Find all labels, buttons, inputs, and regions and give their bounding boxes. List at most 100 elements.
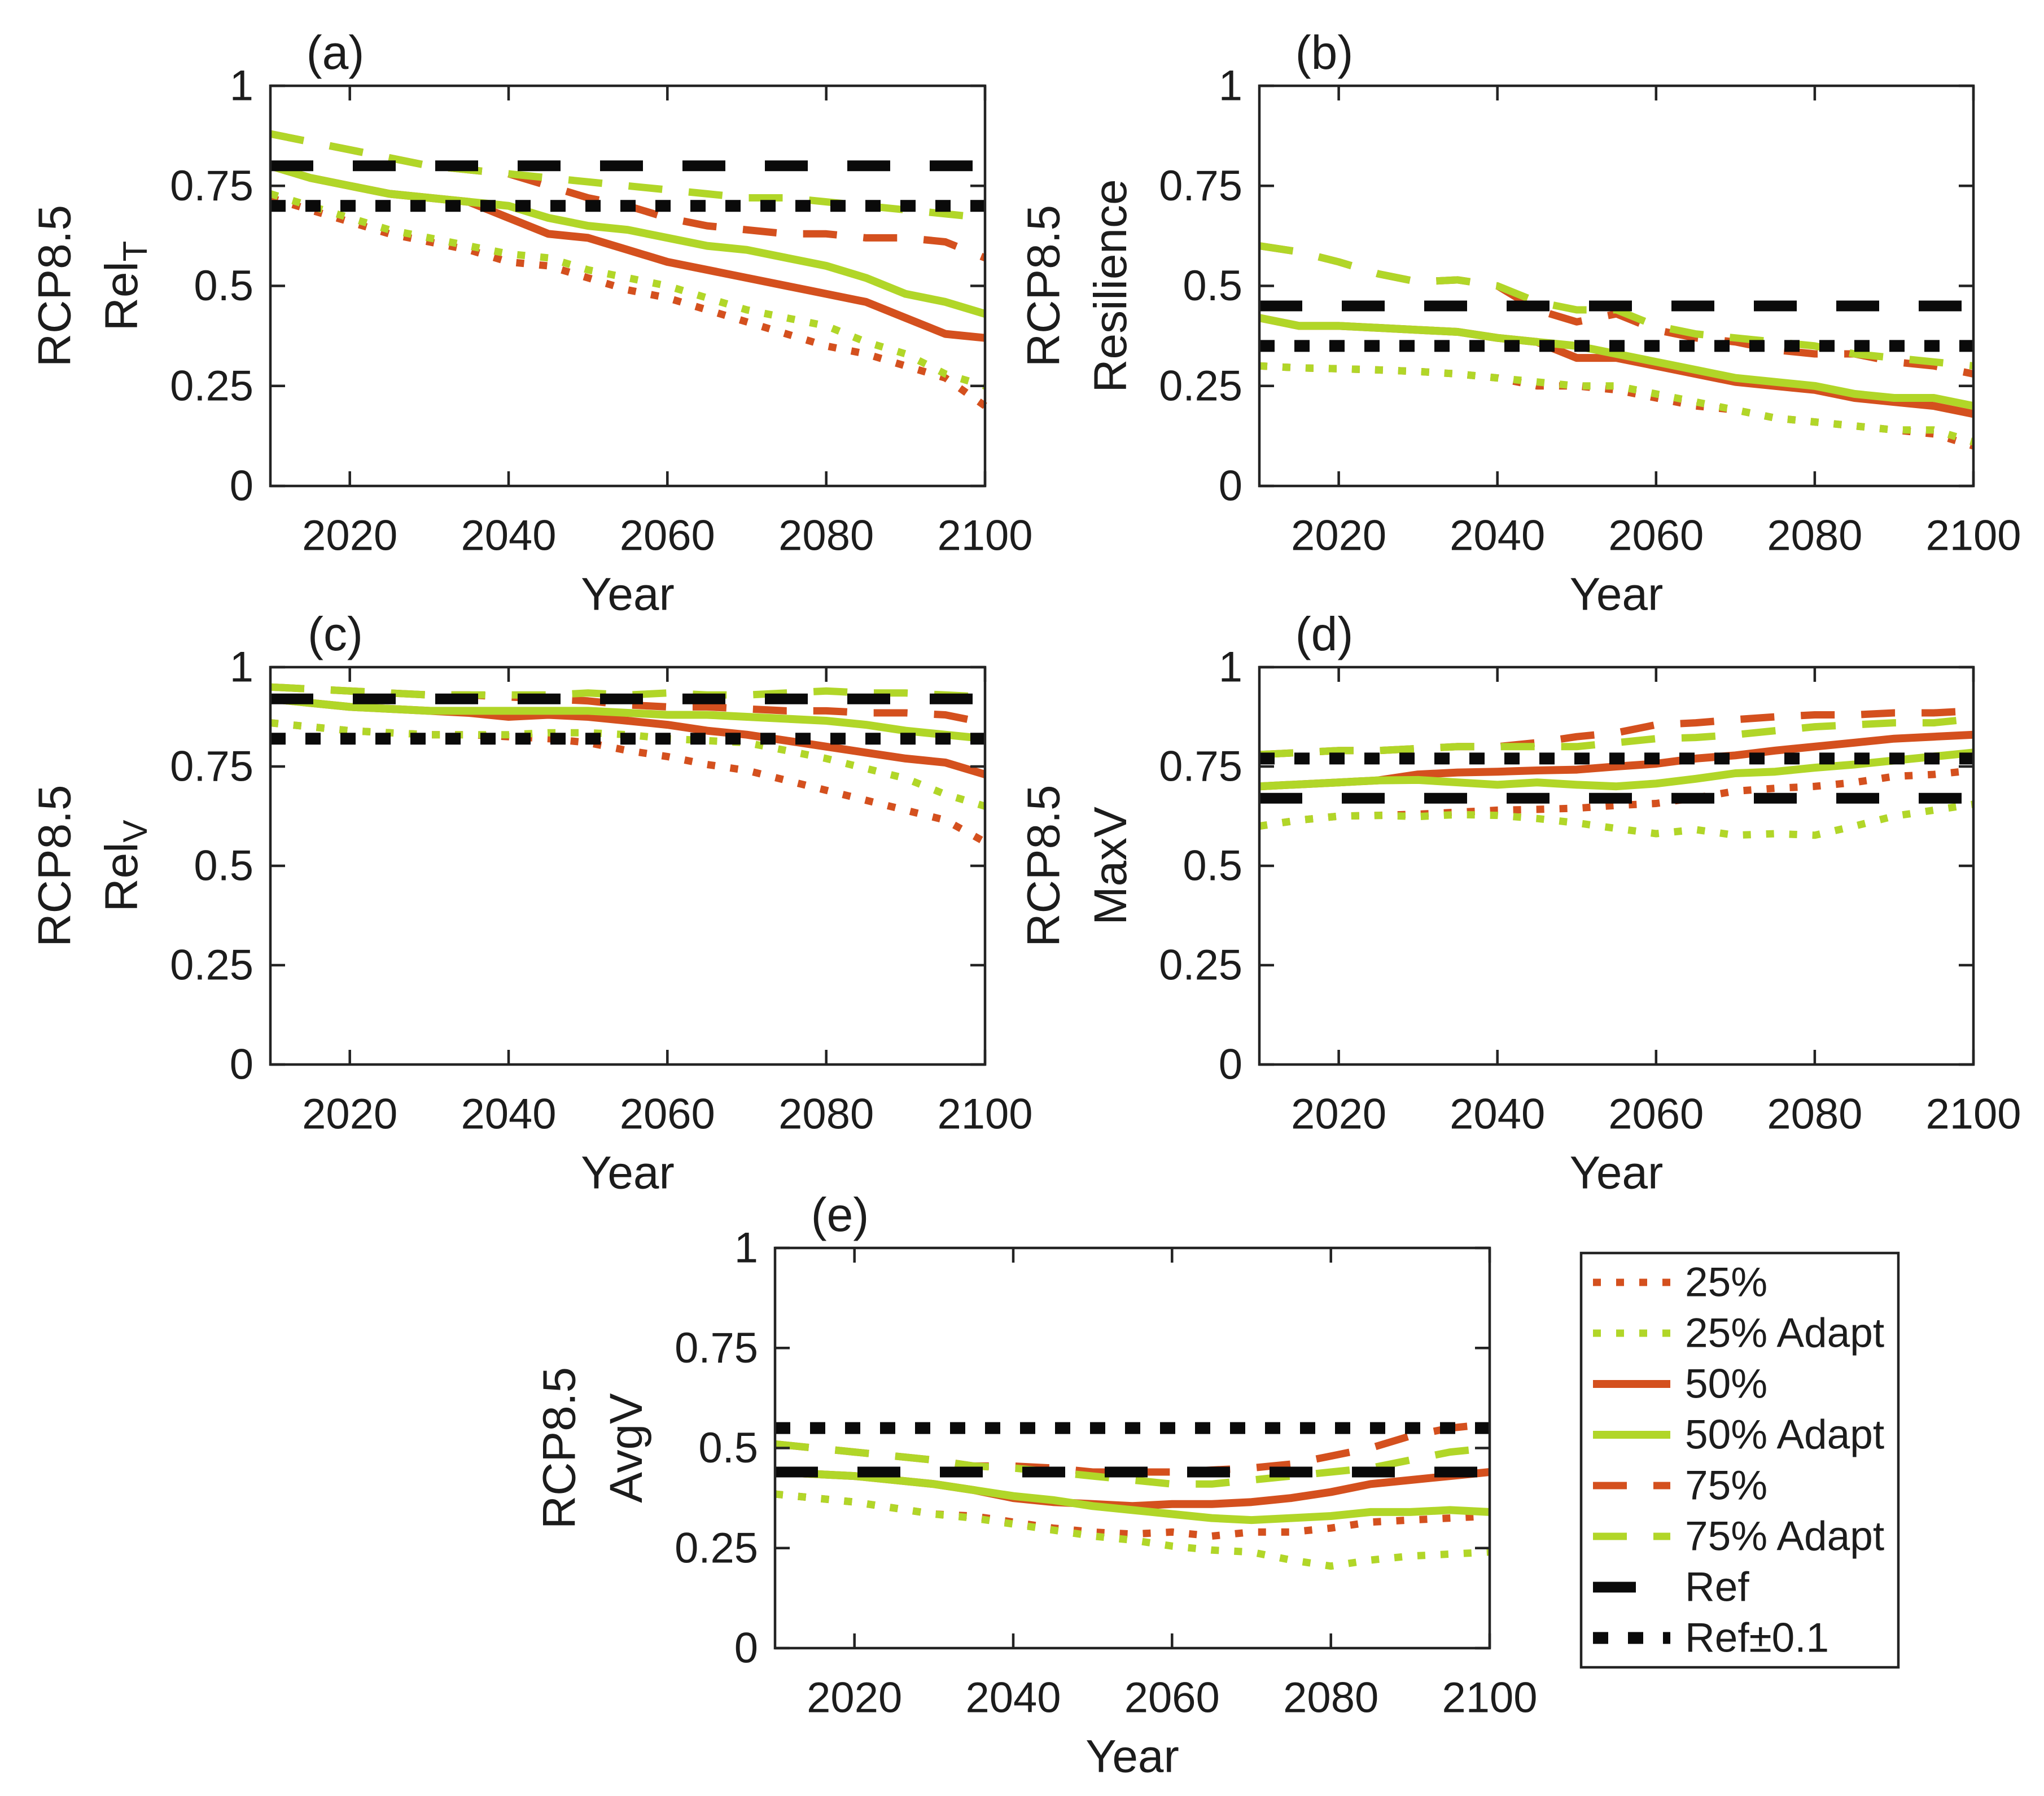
panel-e-ylabel-metric: AvgV <box>601 1393 652 1503</box>
panel-c-ytick-label-0.25: 0.25 <box>170 941 253 989</box>
panel-a-ytick-label-0.75: 0.75 <box>170 162 253 210</box>
panel-d-xtick-label-2080: 2080 <box>1767 1090 1862 1138</box>
panel-c-xtick-label-2080: 2080 <box>778 1090 874 1138</box>
panel-c-ytick-label-0: 0 <box>230 1041 253 1089</box>
panel-b-ytick-label-1: 1 <box>1219 62 1242 110</box>
legend-entry-75-adapt: 75% Adapt <box>1593 1514 1884 1560</box>
panel-d-title: (d) <box>1295 607 1354 660</box>
panel-e-xtick-label-2060: 2060 <box>1124 1674 1220 1722</box>
panel-c-xtick-label-2100: 2100 <box>937 1090 1032 1138</box>
panel-b-series-25-adapt <box>1259 362 1975 446</box>
panel-c-xlabel: Year <box>581 1147 675 1199</box>
legend-label-ref-0-1: Ref±0.1 <box>1685 1615 1829 1661</box>
panel-e-xlabel: Year <box>1086 1731 1179 1782</box>
panel-a-ytick-label-0.25: 0.25 <box>170 362 253 410</box>
panel-d-ylabel-metric: MaxV <box>1085 807 1136 925</box>
panel-e-ytick-label-0.75: 0.75 <box>675 1324 758 1372</box>
panel-b-ytick-label-0.25: 0.25 <box>1159 362 1242 410</box>
legend-label-50-adapt: 50% Adapt <box>1685 1412 1884 1458</box>
panel-e-ytick-label-1: 1 <box>734 1224 758 1272</box>
panel-b-xlabel: Year <box>1570 569 1664 620</box>
panel-c-xtick-label-2060: 2060 <box>620 1090 715 1138</box>
panel-b-ylabel-scenario: RCP8.5 <box>1018 205 1070 367</box>
panel-b-xtick-label-2020: 2020 <box>1291 512 1386 560</box>
panel-b-ytick-label-0.5: 0.5 <box>1183 262 1242 310</box>
panel-e-xtick-label-2100: 2100 <box>1442 1674 1537 1722</box>
panel-c: 2020 2040 2060 2080 2100 0 0.25 0.5 0.75 1 (c) Year… <box>29 607 1033 1199</box>
legend-label-75-adapt: 75% Adapt <box>1685 1514 1884 1560</box>
panel-e-ytick-label-0.25: 0.25 <box>675 1524 758 1572</box>
panel-d-ytick-label-0.25: 0.25 <box>1159 941 1242 989</box>
panel-b-xtick-label-2040: 2040 <box>1450 512 1545 560</box>
legend-label-ref: Ref <box>1685 1565 1749 1610</box>
panel-c-xtick-label-2020: 2020 <box>302 1090 397 1138</box>
legend: 25% 25% Adapt 50% 50% Adapt 75% 75% Adapt Ref R… <box>1579 1251 1900 1669</box>
panel-b-xtick-label-2060: 2060 <box>1608 512 1704 560</box>
legend-entry-25-adapt: 25% Adapt <box>1593 1311 1884 1356</box>
panel-e: 2020 2040 2060 2080 2100 0 0.25 0.5 0.75 1 (e) Year… <box>534 1188 1538 1782</box>
panel-a-xlabel: Year <box>581 569 675 620</box>
panel-a-ytick-label-0: 0 <box>230 462 253 510</box>
panel-e-xtick-label-2020: 2020 <box>807 1674 902 1722</box>
panel-b-title: (b) <box>1295 26 1354 79</box>
panel-b-xtick-label-2080: 2080 <box>1767 512 1862 560</box>
panel-a-series-50-adapt <box>269 162 987 318</box>
panel-d-ytick-label-0.75: 0.75 <box>1159 743 1242 791</box>
legend-entry-ref-0-1: Ref±0.1 <box>1593 1615 1829 1661</box>
panel-a-xtick-label-2080: 2080 <box>778 512 874 560</box>
panel-b-ylabel-metric: Resilience <box>1085 179 1136 392</box>
panel-a-series-75-adapt <box>269 130 986 222</box>
legend-entry-ref: Ref <box>1593 1565 1749 1610</box>
legend-entry-75: 75% <box>1593 1463 1767 1509</box>
panel-c-series-50-adapt <box>270 695 986 743</box>
panel-c-ytick-label-0.5: 0.5 <box>194 842 253 890</box>
panel-a-ytick-label-0.5: 0.5 <box>194 262 253 310</box>
panel-a-xtick-label-2020: 2020 <box>302 512 397 560</box>
panel-c-xtick-label-2040: 2040 <box>461 1090 556 1138</box>
panel-d-xtick-label-2020: 2020 <box>1291 1090 1386 1138</box>
panel-d-xtick-label-2100: 2100 <box>1925 1090 2021 1138</box>
legend-box <box>1579 1251 1900 1669</box>
panel-d-ytick-label-0.5: 0.5 <box>1183 842 1242 890</box>
panel-c-ytick-label-1: 1 <box>230 643 253 691</box>
legend-entry-25: 25% <box>1593 1260 1767 1306</box>
panel-a-xtick-label-2060: 2060 <box>620 512 715 560</box>
panel-e-ytick-label-0: 0 <box>734 1624 758 1672</box>
panel-d-ytick-label-1: 1 <box>1219 643 1242 691</box>
panel-e-ytick-label-0.5: 0.5 <box>698 1424 758 1472</box>
panel-e-series-50-adapt <box>774 1468 1490 1525</box>
panel-d-xlabel: Year <box>1570 1147 1664 1199</box>
legend-entry-50: 50% <box>1593 1361 1767 1407</box>
panel-b-ytick-label-0.75: 0.75 <box>1159 162 1242 210</box>
panel-e-title: (e) <box>811 1188 869 1241</box>
panel-e-xtick-label-2040: 2040 <box>965 1674 1061 1722</box>
panel-a-xtick-label-2040: 2040 <box>461 512 556 560</box>
panel-d-ylabel-scenario: RCP8.5 <box>1018 785 1070 947</box>
panel-a-ylabel-scenario: RCP8.5 <box>29 205 81 367</box>
panel-d-series-25-adapt <box>1259 800 1974 839</box>
panel-d-ytick-label-0: 0 <box>1219 1041 1242 1089</box>
panel-d-xtick-label-2040: 2040 <box>1450 1090 1545 1138</box>
panel-a-title: (a) <box>307 26 365 79</box>
legend-label-50: 50% <box>1685 1361 1767 1407</box>
legend-label-75: 75% <box>1685 1463 1767 1509</box>
panel-c-title: (c) <box>308 607 363 660</box>
panel-a-ytick-label-1: 1 <box>230 62 253 110</box>
panel-c-ytick-label-0.75: 0.75 <box>170 743 253 791</box>
panel-b-series-50-adapt <box>1258 314 1975 410</box>
panel-a: 2020 2040 2060 2080 2100 0 0.25 0.5 0.75 1 (a) Year… <box>29 26 1033 620</box>
panel-e-ylabel-scenario: RCP8.5 <box>534 1367 585 1529</box>
panel-e-xtick-label-2080: 2080 <box>1283 1674 1378 1722</box>
panel-d-xtick-label-2060: 2060 <box>1608 1090 1704 1138</box>
panel-a-xtick-label-2100: 2100 <box>937 512 1032 560</box>
panel-b-xtick-label-2100: 2100 <box>1925 512 2021 560</box>
panel-c-ylabel-scenario: RCP8.5 <box>29 785 81 947</box>
legend-label-25: 25% <box>1685 1260 1767 1306</box>
legend-entry-50-adapt: 50% Adapt <box>1593 1412 1884 1458</box>
panel-a-ylabel-metric: RelT <box>96 241 154 331</box>
panel-d-series-50-adapt <box>1259 748 1974 791</box>
panel-b: 2020 2040 2060 2080 2100 0 0.25 0.5 0.75 1 (b) Year… <box>1018 26 2021 620</box>
panel-b-ytick-label-0: 0 <box>1219 462 1242 510</box>
